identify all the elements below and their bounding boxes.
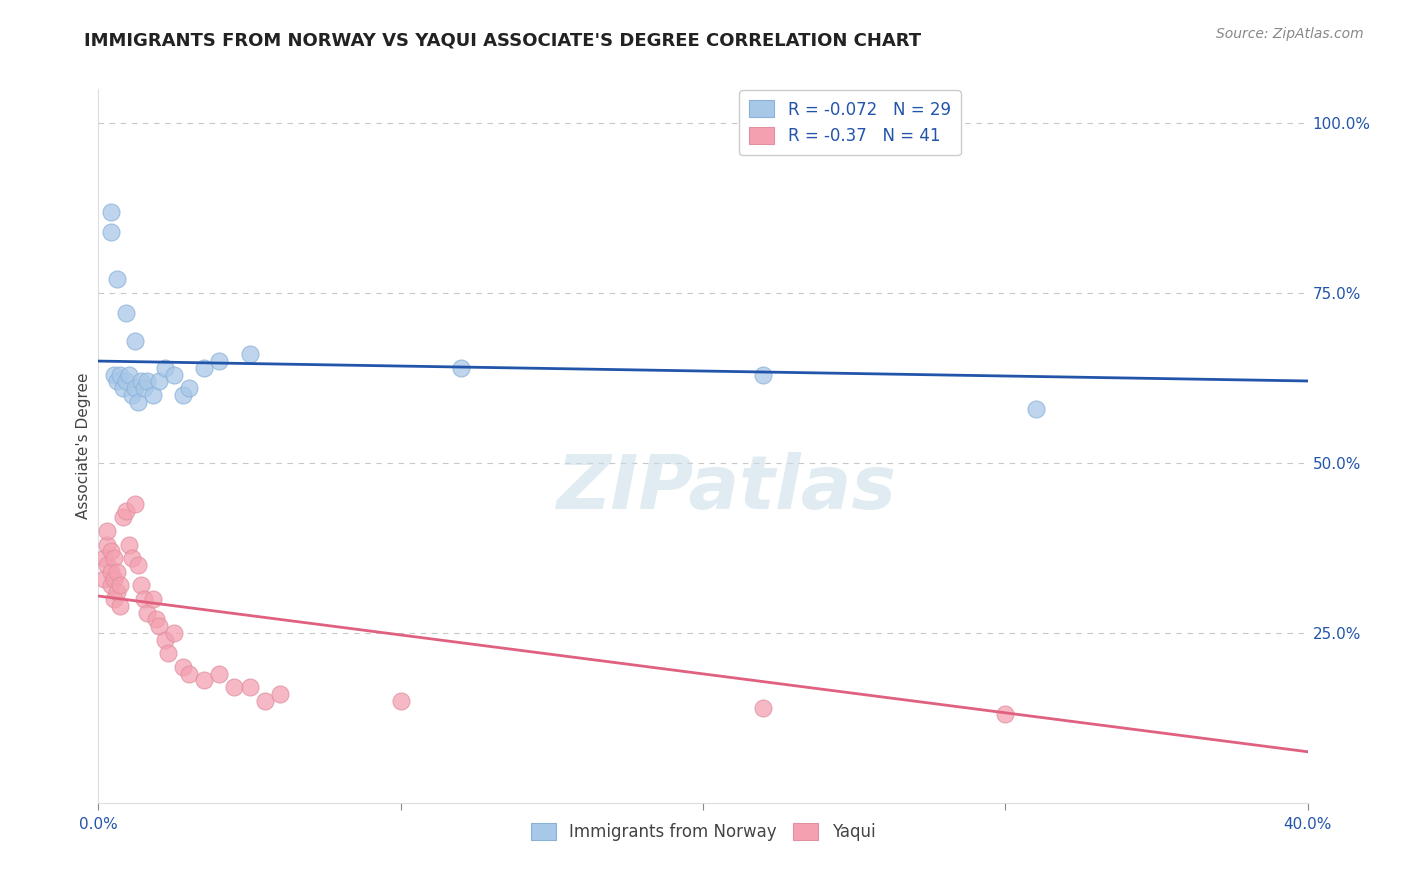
Text: IMMIGRANTS FROM NORWAY VS YAQUI ASSOCIATE'S DEGREE CORRELATION CHART: IMMIGRANTS FROM NORWAY VS YAQUI ASSOCIAT… bbox=[84, 31, 921, 49]
Point bbox=[111, 381, 134, 395]
Point bbox=[193, 673, 215, 688]
Point bbox=[100, 204, 122, 219]
Point bbox=[103, 368, 125, 382]
Point bbox=[163, 368, 186, 382]
Point bbox=[96, 524, 118, 538]
Point bbox=[269, 687, 291, 701]
Point bbox=[105, 565, 128, 579]
Point bbox=[208, 666, 231, 681]
Point bbox=[163, 626, 186, 640]
Point bbox=[135, 375, 157, 389]
Point bbox=[156, 646, 179, 660]
Point bbox=[105, 272, 128, 286]
Point bbox=[153, 360, 176, 375]
Point bbox=[121, 388, 143, 402]
Point bbox=[994, 707, 1017, 722]
Point bbox=[108, 368, 131, 382]
Point bbox=[179, 381, 201, 395]
Point bbox=[132, 381, 155, 395]
Point bbox=[129, 578, 152, 592]
Point bbox=[450, 360, 472, 375]
Point bbox=[142, 388, 165, 402]
Point bbox=[93, 551, 115, 566]
Point bbox=[93, 572, 115, 586]
Point bbox=[208, 354, 231, 368]
Point bbox=[172, 660, 194, 674]
Point bbox=[103, 591, 125, 606]
Point bbox=[105, 585, 128, 599]
Point bbox=[1024, 401, 1046, 416]
Point bbox=[114, 375, 136, 389]
Point bbox=[121, 551, 143, 566]
Point bbox=[389, 694, 412, 708]
Text: Source: ZipAtlas.com: Source: ZipAtlas.com bbox=[1216, 27, 1364, 41]
Point bbox=[108, 599, 131, 613]
Point bbox=[103, 572, 125, 586]
Point bbox=[103, 551, 125, 566]
Point bbox=[239, 680, 262, 694]
Point bbox=[124, 497, 146, 511]
Point bbox=[114, 306, 136, 320]
Point bbox=[148, 375, 170, 389]
Point bbox=[253, 694, 276, 708]
Point bbox=[239, 347, 262, 361]
Text: ZIPatlas: ZIPatlas bbox=[557, 452, 897, 525]
Point bbox=[142, 591, 165, 606]
Point bbox=[96, 537, 118, 551]
Point bbox=[100, 225, 122, 239]
Point bbox=[179, 666, 201, 681]
Point bbox=[100, 565, 122, 579]
Point bbox=[127, 394, 149, 409]
Point bbox=[124, 334, 146, 348]
Y-axis label: Associate's Degree: Associate's Degree bbox=[76, 373, 91, 519]
Point bbox=[129, 375, 152, 389]
Point bbox=[111, 510, 134, 524]
Point bbox=[105, 375, 128, 389]
Point bbox=[127, 558, 149, 572]
Point bbox=[193, 360, 215, 375]
Point bbox=[145, 612, 167, 626]
Point bbox=[132, 591, 155, 606]
Point bbox=[118, 368, 141, 382]
Point bbox=[135, 606, 157, 620]
Point bbox=[100, 544, 122, 558]
Point bbox=[96, 558, 118, 572]
Point bbox=[752, 368, 775, 382]
Point bbox=[148, 619, 170, 633]
Legend: Immigrants from Norway, Yaqui: Immigrants from Norway, Yaqui bbox=[524, 816, 882, 848]
Point bbox=[108, 578, 131, 592]
Point bbox=[100, 578, 122, 592]
Point bbox=[172, 388, 194, 402]
Point bbox=[114, 503, 136, 517]
Point bbox=[153, 632, 176, 647]
Point bbox=[752, 700, 775, 714]
Point bbox=[124, 381, 146, 395]
Point bbox=[224, 680, 246, 694]
Point bbox=[118, 537, 141, 551]
